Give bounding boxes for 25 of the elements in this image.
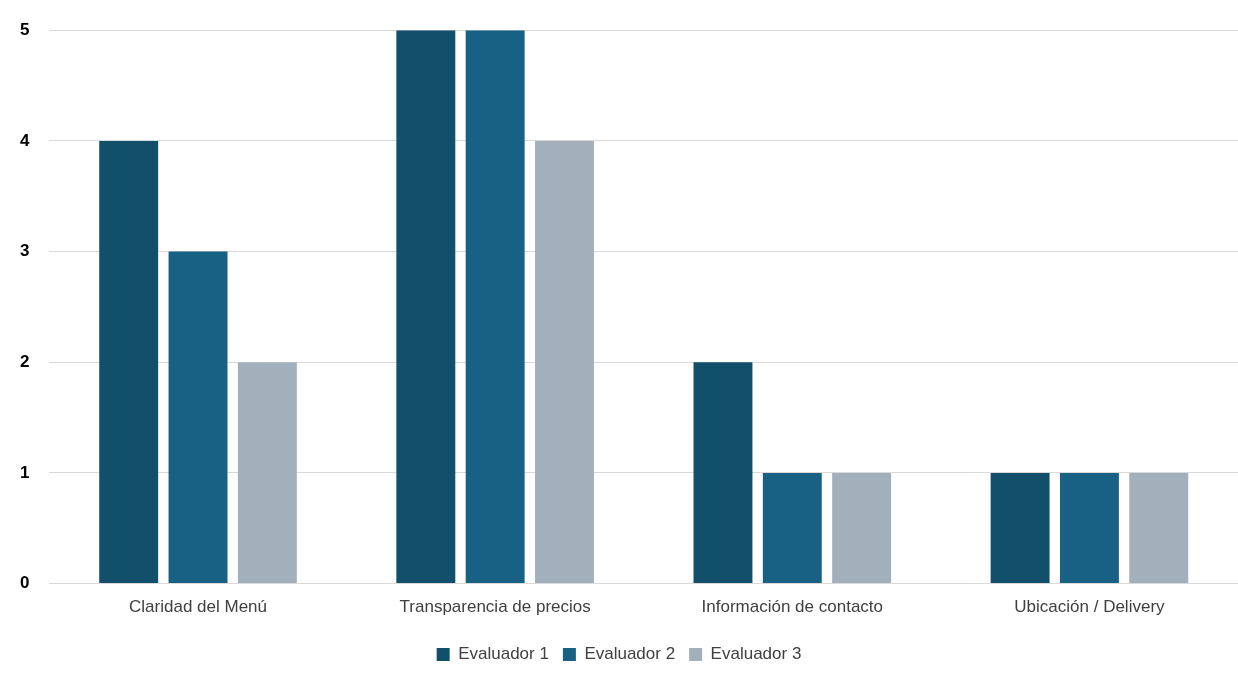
x-tick-label: Claridad del Menú: [129, 597, 268, 617]
bar: [168, 251, 228, 584]
legend-label: Evaluador 2: [584, 644, 676, 664]
bar: [832, 472, 892, 584]
x-tick-label: Transparencia de precios: [399, 597, 591, 617]
y-tick-label: 2: [19, 351, 30, 371]
bar: [1129, 472, 1189, 584]
y-tick-label: 0: [19, 573, 30, 593]
bar: [762, 472, 822, 584]
bar: [465, 30, 525, 584]
bar: [99, 140, 159, 584]
y-tick-label: 5: [19, 19, 30, 39]
bar: [693, 362, 753, 584]
legend-label: Evaluador 1: [458, 644, 549, 664]
bar: [535, 140, 594, 584]
bar: [237, 362, 297, 584]
x-tick-label: Ubicación / Delivery: [1014, 597, 1166, 617]
y-tick-label: 3: [19, 241, 30, 261]
x-tick-label: Información de contacto: [701, 597, 884, 617]
legend-label: Evaluador 3: [710, 644, 802, 664]
y-tick-label: 4: [19, 130, 30, 150]
y-tick-label: 1: [19, 462, 30, 482]
bar: [1059, 472, 1119, 584]
bar: [990, 472, 1050, 584]
bar: [396, 30, 456, 584]
